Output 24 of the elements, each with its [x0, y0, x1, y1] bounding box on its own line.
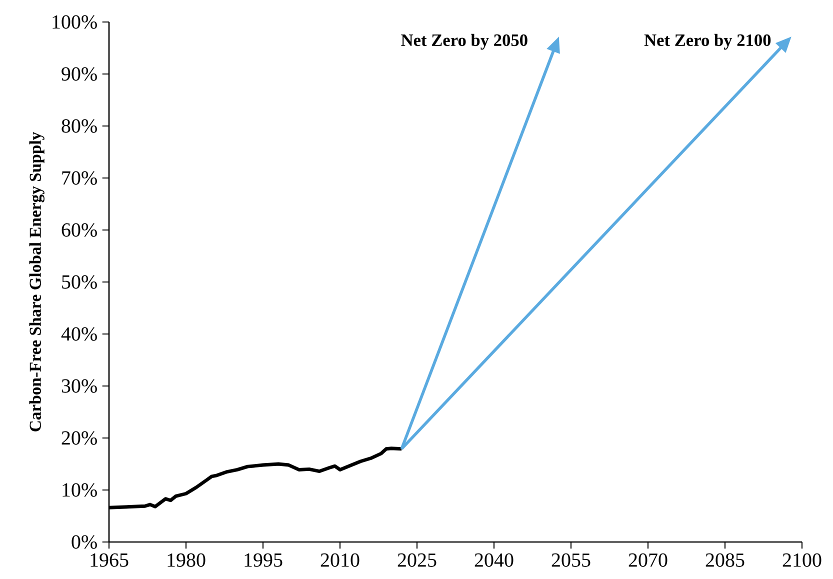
- y-tick-label: 0%: [72, 535, 97, 549]
- x-tick-label: 1980: [168, 553, 206, 567]
- x-tick-label: 2040: [474, 553, 514, 567]
- y-tick-label: 60%: [62, 223, 97, 237]
- y-tick-label: 40%: [61, 327, 97, 341]
- annotation: Net Zero by 2100: [644, 34, 771, 50]
- y-tick-label: 20%: [62, 431, 97, 445]
- y-tick-label: 30%: [62, 379, 97, 393]
- x-tick-label: 2100: [782, 553, 822, 567]
- x-tick-label: 1965: [90, 553, 128, 567]
- y-tick-label: 50%: [62, 275, 97, 289]
- x-tick-label: 2055: [552, 553, 590, 567]
- y-tick-label: 10%: [62, 483, 97, 497]
- x-tick-label: 2025: [398, 553, 436, 567]
- y-tick-label: 70%: [62, 171, 97, 185]
- y-axis-title: Carbon-Free Share Global Energy Supply: [29, 132, 44, 432]
- x-tick-label: 1995: [244, 553, 282, 567]
- y-tick-label: 90%: [62, 67, 97, 81]
- x-tick-label: 2085: [706, 553, 744, 567]
- x-tick-label: 2010: [320, 553, 360, 567]
- y-tick-label: 100%: [52, 15, 97, 29]
- x-tick-label: 2070: [628, 553, 668, 567]
- y-tick-label: 80%: [62, 119, 97, 133]
- annotation: Net Zero by 2050: [401, 34, 528, 50]
